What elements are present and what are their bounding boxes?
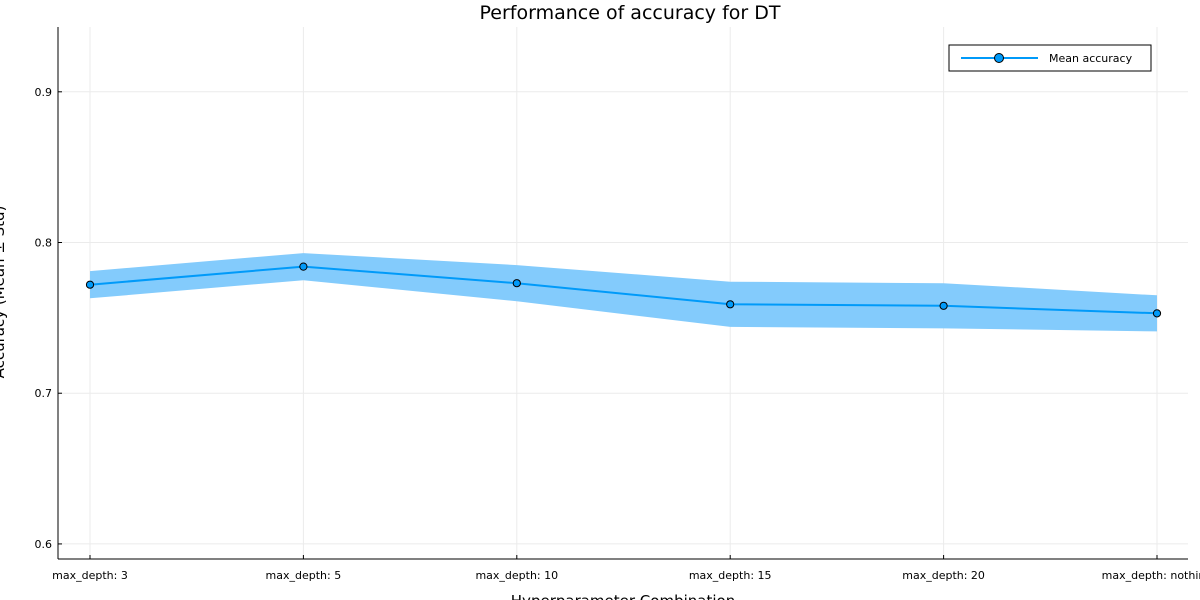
x-axis-title: Hyperparameter Combination [511, 592, 735, 600]
y-tick-label: 0.7 [35, 387, 53, 400]
data-point [512, 279, 521, 288]
data-point [726, 300, 735, 309]
y-tick-label: 0.8 [35, 237, 53, 250]
x-tick-label: max_depth: nothing [1102, 569, 1200, 582]
legend-label: Mean accuracy [1049, 52, 1133, 65]
legend-marker-swatch [994, 53, 1004, 63]
series-line-layer [89, 265, 1158, 315]
std-band-layer [90, 253, 1157, 332]
data-point [1152, 309, 1162, 318]
marker-layer [85, 262, 1162, 318]
series-line-mean-accuracy [89, 265, 1158, 315]
data-point [299, 262, 308, 271]
std-band [90, 253, 1157, 332]
y-tick-label: 0.9 [35, 86, 53, 99]
x-tick-label: max_depth: 15 [689, 569, 772, 582]
x-tick-label: max_depth: 20 [902, 569, 985, 582]
x-tick-label: max_depth: 5 [266, 569, 342, 582]
x-tick-label: max_depth: 3 [52, 569, 128, 582]
legend: Mean accuracy [948, 44, 1152, 72]
tick-label-layer: 0.6 0.7 0.8 0.9 max_depth: 3 max_depth: 5 max_… [35, 86, 1200, 582]
data-point [939, 301, 948, 310]
chart-title: Performance of accuracy for DT [480, 2, 781, 24]
y-tick-label: 0.6 [35, 538, 53, 551]
y-axis-title: Accuracy (Mean ± Std) [0, 206, 8, 379]
x-tick-label: max_depth: 10 [475, 569, 558, 582]
legend-box [948, 44, 1152, 72]
data-point [85, 280, 95, 289]
axes-layer [57, 27, 1188, 560]
